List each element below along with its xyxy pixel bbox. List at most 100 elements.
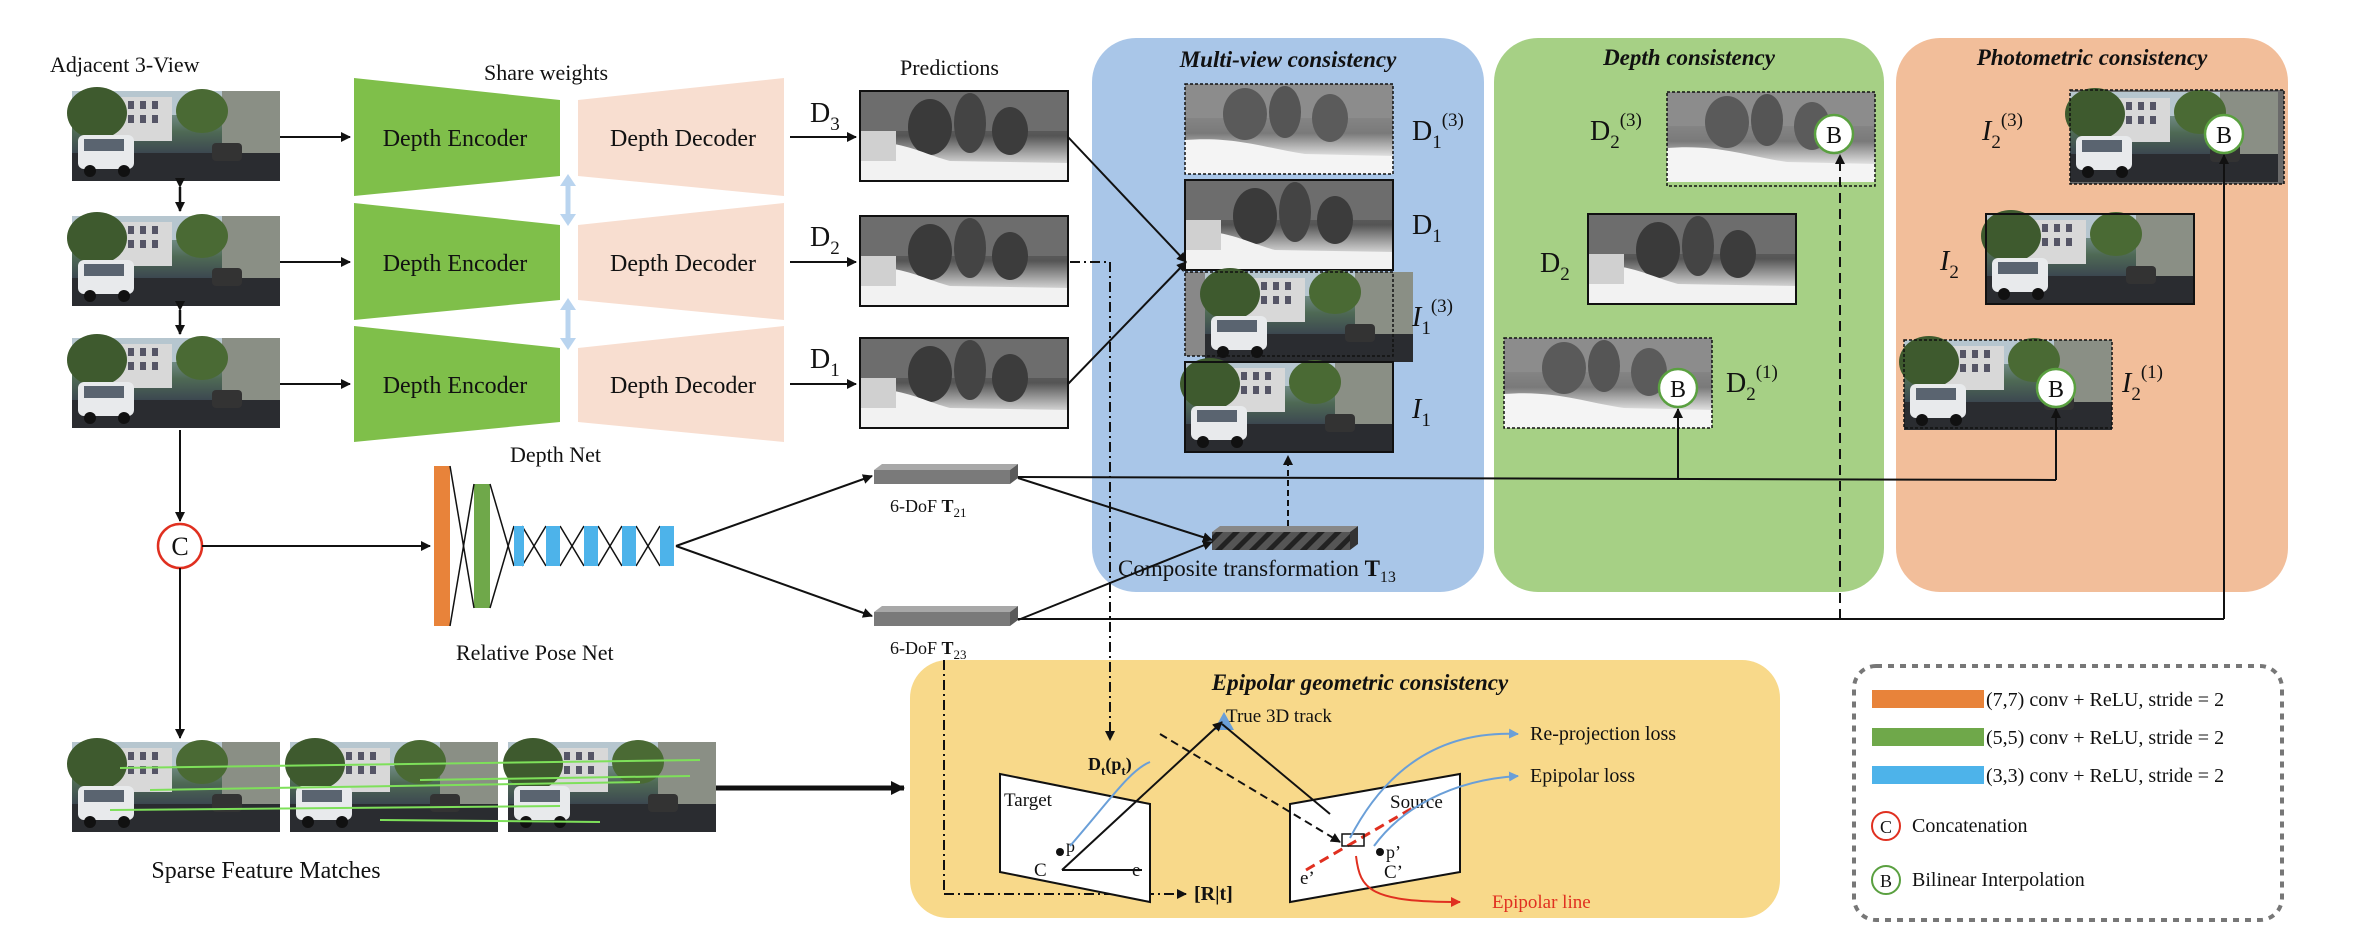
sparse-feature-matches-label: Sparse Feature Matches <box>151 858 380 884</box>
svg-text:B: B <box>2048 377 2064 403</box>
legend-swatch-orange <box>1872 690 1984 708</box>
legend-label-5x5: (5,5) conv + ReLU, stride = 2 <box>1986 727 2224 749</box>
d2-to-epipolar-line <box>1070 261 1115 741</box>
legend-label-3x3: (3,3) conv + ReLU, stride = 2 <box>1986 765 2224 787</box>
pose-t21-block <box>874 464 1018 484</box>
point-c-label: C <box>1034 860 1047 881</box>
input-to-concat-arrows <box>175 430 431 739</box>
pose-t23-block <box>874 606 1018 626</box>
depth-d2-3-map <box>1666 91 1876 187</box>
multiview-title: Multi-view consistency <box>1179 47 1397 72</box>
composite-transform-block <box>1212 526 1358 550</box>
camera-rays <box>1061 721 1341 871</box>
photo-i2-3-label: I2(3) <box>1981 110 2023 153</box>
multiview-i1-3-image <box>1184 268 1413 362</box>
depth-net-label: Depth Net <box>510 442 601 467</box>
photo-i2-3-image <box>2065 88 2285 185</box>
prediction-d1-label: D1 <box>810 344 840 381</box>
prediction-d2-label: D2 <box>810 222 840 259</box>
depth-decoder-label: Depth Decoder <box>610 251 756 277</box>
bilinear-node-depth-bottom: B <box>1657 367 1699 409</box>
depth-decoder-2: Depth Decoder <box>578 203 784 320</box>
depth-encoder-1: Depth Encoder <box>354 326 560 442</box>
adjacent-views-label: Adjacent 3-View <box>50 52 200 77</box>
svg-text:B: B <box>1826 123 1842 149</box>
relative-pose-net-label: Relative Pose Net <box>456 640 614 665</box>
predictions-label: Predictions <box>900 55 999 80</box>
epipolar-line-label: Epipolar line <box>1492 892 1591 913</box>
pose-t23-label: 6-DoF T23 <box>890 638 967 662</box>
bilinear-node-photo-bottom: B <box>2035 367 2077 409</box>
point-c-prime-label: C’ <box>1384 862 1403 883</box>
depth-decoder-3: Depth Decoder <box>578 78 784 196</box>
depth-decoder-1: Depth Decoder <box>578 326 784 442</box>
depth-decoder-label: Depth Decoder <box>610 126 756 152</box>
legend-swatch-blue <box>1872 766 1984 784</box>
photo-i2-image <box>1981 210 2195 305</box>
share-weights-label: Share weights <box>484 60 608 85</box>
depth-encoder-label: Depth Encoder <box>383 251 528 277</box>
legend-label-bilinear: Bilinear Interpolation <box>1912 869 2085 891</box>
depth-consistency-title: Depth consistency <box>1602 45 1776 70</box>
rt-label: [R|t] <box>1194 883 1233 905</box>
point-p <box>1056 848 1064 856</box>
depth-encoder-label: Depth Encoder <box>383 126 528 152</box>
prediction-d3-label: D3 <box>810 98 840 135</box>
prediction-d3-map <box>859 90 1069 182</box>
epipolar-line-pointer <box>1355 855 1461 907</box>
epipolar-line-red <box>1305 804 1417 872</box>
depth-encoder-2: Depth Encoder <box>354 203 560 320</box>
input-image-view-2 <box>67 212 280 306</box>
true-3d-track-label: True 3D track <box>1226 706 1332 727</box>
legend-label-7x7: (7,7) conv + ReLU, stride = 2 <box>1986 689 2224 711</box>
depth-encoder-3: Depth Encoder <box>354 78 560 196</box>
depth-d2-map <box>1587 213 1797 305</box>
point-e-prime-label: e’ <box>1300 868 1315 889</box>
multiview-i1-label: I1 <box>1411 394 1431 431</box>
photo-i2-label: I2 <box>1939 246 1959 283</box>
legend-label-concatenation: Concatenation <box>1912 815 2028 837</box>
depth-decoder-label: Depth Decoder <box>610 373 756 399</box>
depth-d2-1-label: D2(1) <box>1726 362 1778 405</box>
legend-swatch-green <box>1872 728 1984 746</box>
epipolar-loss-label: Epipolar loss <box>1530 765 1635 787</box>
depth-d2-1-map <box>1503 337 1713 429</box>
concatenation-node: C <box>156 522 204 570</box>
svg-text:B: B <box>2216 123 2232 149</box>
source-label: Source <box>1390 792 1443 813</box>
multiview-d1-map <box>1184 179 1394 271</box>
photometric-title: Photometric consistency <box>1976 45 2208 70</box>
epipolar-title: Epipolar geometric consistency <box>1211 670 1509 695</box>
loss-pointers <box>1069 728 1519 847</box>
predictions-to-multiview-arrows <box>1067 136 1187 385</box>
svg-text:B: B <box>1670 377 1686 403</box>
photo-i2-1-image <box>1899 336 2113 430</box>
prediction-d1-map <box>859 337 1069 429</box>
multiview-i1-image <box>1180 358 1394 453</box>
multiview-i1-3-label: I1(3) <box>1411 296 1453 339</box>
relative-pose-net <box>434 465 674 627</box>
svg-text:B: B <box>1880 871 1892 891</box>
input-image-view-1 <box>67 334 280 428</box>
point-p-prime <box>1376 848 1384 856</box>
input-to-encoder-arrows <box>280 132 351 389</box>
depth-d2-label: D2 <box>1540 248 1570 285</box>
multiview-d1-3-label: D1(3) <box>1412 110 1464 153</box>
depth-at-point-label: Dt(pt) <box>1088 754 1132 778</box>
decoder-output-arrows <box>790 132 857 389</box>
legend-bilinear-icon: B <box>1871 865 1901 895</box>
multiview-d1-label: D1 <box>1412 210 1442 247</box>
point-e-label: e <box>1132 860 1140 881</box>
bilinear-node-photo-top: B <box>2203 113 2245 155</box>
photo-i2-1-label: I2(1) <box>2121 362 2163 405</box>
depth-d2-3-label: D2(3) <box>1590 110 1642 153</box>
depth-encoder-label: Depth Encoder <box>383 373 528 399</box>
pose-output-arrows <box>675 474 873 618</box>
reprojection-loss-label: Re-projection loss <box>1530 723 1676 745</box>
pose-t21-label: 6-DoF T21 <box>890 496 967 520</box>
svg-text:C: C <box>171 532 188 561</box>
shared-weight-arrows <box>560 174 576 350</box>
target-label: Target <box>1004 790 1053 811</box>
pose-t23-to-bilinear-lines <box>1018 154 2229 620</box>
